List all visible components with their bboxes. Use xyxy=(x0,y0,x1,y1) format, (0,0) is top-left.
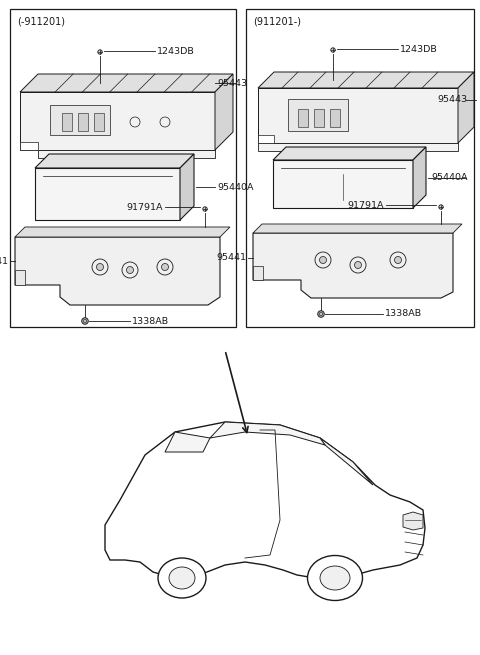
Polygon shape xyxy=(258,88,458,143)
Circle shape xyxy=(127,267,133,274)
Text: 95440A: 95440A xyxy=(217,183,253,191)
Circle shape xyxy=(439,205,443,209)
Circle shape xyxy=(98,50,102,54)
Polygon shape xyxy=(320,438,373,485)
Text: 95441: 95441 xyxy=(0,257,8,265)
Ellipse shape xyxy=(158,558,206,598)
Bar xyxy=(78,113,88,131)
Text: (911201-): (911201-) xyxy=(253,17,301,27)
Polygon shape xyxy=(458,72,474,143)
Polygon shape xyxy=(20,74,233,92)
Circle shape xyxy=(82,318,88,324)
Polygon shape xyxy=(35,154,194,168)
Text: (-911201): (-911201) xyxy=(17,17,65,27)
Text: 1338AB: 1338AB xyxy=(132,316,169,326)
Circle shape xyxy=(203,207,207,211)
Bar xyxy=(35,168,180,220)
Text: 95443: 95443 xyxy=(438,96,468,105)
Text: 91791A: 91791A xyxy=(127,202,163,212)
Ellipse shape xyxy=(169,567,195,589)
Text: 1243DB: 1243DB xyxy=(157,47,195,56)
Polygon shape xyxy=(105,422,425,578)
Bar xyxy=(330,109,340,127)
Circle shape xyxy=(320,257,326,263)
Polygon shape xyxy=(253,224,462,233)
Bar xyxy=(253,266,263,280)
Circle shape xyxy=(96,263,104,271)
Polygon shape xyxy=(20,142,38,150)
Polygon shape xyxy=(215,74,233,150)
Polygon shape xyxy=(258,135,274,143)
Bar xyxy=(273,160,413,208)
Ellipse shape xyxy=(308,555,362,601)
Polygon shape xyxy=(253,233,453,298)
Bar xyxy=(10,9,236,327)
Polygon shape xyxy=(165,432,210,452)
Text: 95440A: 95440A xyxy=(432,174,468,183)
Polygon shape xyxy=(38,150,215,158)
Circle shape xyxy=(395,257,401,263)
Text: 95443: 95443 xyxy=(217,79,247,88)
Circle shape xyxy=(161,263,168,271)
Bar xyxy=(15,270,25,285)
Polygon shape xyxy=(20,92,215,150)
Circle shape xyxy=(318,310,324,317)
Polygon shape xyxy=(15,227,230,237)
Circle shape xyxy=(331,48,335,52)
Bar xyxy=(246,9,474,327)
Polygon shape xyxy=(403,512,423,530)
Polygon shape xyxy=(413,147,426,208)
Polygon shape xyxy=(180,154,194,220)
Polygon shape xyxy=(210,422,325,445)
Polygon shape xyxy=(258,143,458,151)
Bar xyxy=(94,113,104,131)
Polygon shape xyxy=(273,147,426,160)
Bar xyxy=(288,99,348,131)
Text: 1338AB: 1338AB xyxy=(385,310,422,318)
Text: 1243DB: 1243DB xyxy=(400,45,438,54)
Text: 91791A: 91791A xyxy=(348,200,384,210)
Bar xyxy=(314,109,324,127)
Text: 95441: 95441 xyxy=(216,253,246,263)
Circle shape xyxy=(355,261,361,269)
Ellipse shape xyxy=(320,566,350,590)
Polygon shape xyxy=(15,237,220,305)
Bar xyxy=(50,105,110,135)
Polygon shape xyxy=(258,72,474,88)
Bar xyxy=(62,113,72,131)
Bar xyxy=(298,109,308,127)
